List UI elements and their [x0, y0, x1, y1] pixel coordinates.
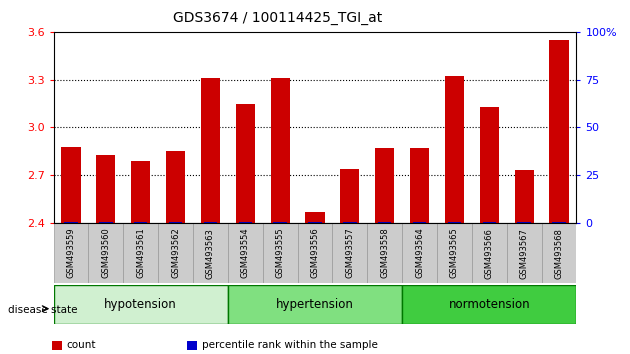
Text: GSM493563: GSM493563	[206, 228, 215, 279]
Text: GSM493558: GSM493558	[381, 228, 389, 279]
Bar	[64, 222, 77, 223]
Bar	[166, 152, 185, 223]
Bar	[515, 171, 534, 223]
Bar	[343, 222, 357, 223]
Bar	[542, 223, 576, 283]
Bar	[273, 222, 287, 223]
Bar	[308, 222, 322, 223]
Text: GSM493559: GSM493559	[67, 228, 76, 279]
Bar	[88, 223, 123, 283]
Bar	[228, 223, 263, 283]
Bar	[54, 223, 88, 283]
Text: GSM493557: GSM493557	[345, 228, 354, 279]
Text: GSM493556: GSM493556	[311, 228, 319, 279]
Text: percentile rank within the sample: percentile rank within the sample	[202, 340, 377, 350]
Bar	[402, 223, 437, 283]
Bar	[517, 222, 531, 223]
Text: GSM493561: GSM493561	[136, 228, 145, 279]
Text: GSM493568: GSM493568	[554, 228, 563, 279]
Text: GSM493554: GSM493554	[241, 228, 249, 279]
Bar	[131, 161, 151, 223]
Bar	[193, 223, 228, 283]
Bar	[340, 169, 360, 223]
Text: disease state: disease state	[8, 305, 77, 315]
Bar	[333, 223, 367, 283]
Text: hypotension: hypotension	[105, 298, 177, 311]
Bar	[228, 285, 402, 324]
Bar	[158, 223, 193, 283]
Bar	[549, 40, 569, 223]
Text: GDS3674 / 100114425_TGI_at: GDS3674 / 100114425_TGI_at	[173, 11, 382, 25]
Text: count: count	[66, 340, 96, 350]
Text: normotension: normotension	[449, 298, 530, 311]
Bar	[236, 104, 255, 223]
Bar	[96, 154, 115, 223]
Bar	[410, 148, 429, 223]
Bar	[413, 222, 427, 223]
Bar	[169, 222, 182, 223]
Bar	[402, 285, 576, 324]
Bar	[134, 222, 147, 223]
Bar	[448, 222, 461, 223]
Bar	[239, 222, 252, 223]
Text: GSM493566: GSM493566	[485, 228, 494, 279]
Bar	[54, 285, 228, 324]
Bar	[378, 222, 391, 223]
Bar	[367, 223, 402, 283]
Text: GSM493555: GSM493555	[276, 228, 285, 279]
Bar	[201, 78, 220, 223]
Text: GSM493565: GSM493565	[450, 228, 459, 279]
Bar	[297, 223, 333, 283]
Bar	[99, 222, 113, 223]
Bar	[445, 76, 464, 223]
Bar	[263, 223, 297, 283]
Bar	[375, 148, 394, 223]
Bar	[123, 223, 158, 283]
Bar	[479, 107, 499, 223]
Bar	[553, 222, 566, 223]
Bar	[61, 147, 81, 223]
Bar	[472, 223, 507, 283]
Bar	[306, 212, 324, 223]
Bar	[437, 223, 472, 283]
Bar	[507, 223, 542, 283]
Text: GSM493567: GSM493567	[520, 228, 529, 279]
Bar	[203, 222, 217, 223]
Text: GSM493562: GSM493562	[171, 228, 180, 279]
Text: GSM493560: GSM493560	[101, 228, 110, 279]
Text: GSM493564: GSM493564	[415, 228, 424, 279]
Text: hypertension: hypertension	[276, 298, 354, 311]
Bar	[270, 78, 290, 223]
Bar	[483, 222, 496, 223]
